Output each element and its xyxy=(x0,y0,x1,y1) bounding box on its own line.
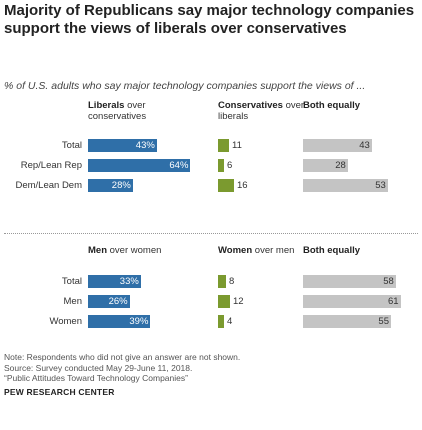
data-label: 12 xyxy=(233,296,244,307)
data-label: 28% xyxy=(111,180,131,191)
bar xyxy=(218,315,224,328)
bar xyxy=(88,295,130,308)
notes: Note: Respondents who did not give an an… xyxy=(4,352,240,384)
bar xyxy=(303,159,348,172)
column-header: Men over women xyxy=(88,245,162,256)
data-label: 8 xyxy=(229,276,235,287)
bar xyxy=(303,275,396,288)
panel-divider xyxy=(4,233,418,234)
chart-title: Majority of Republicans say major techno… xyxy=(4,2,415,37)
column-header: Women over men xyxy=(218,245,295,256)
source-organization: PEW RESEARCH CENTER xyxy=(4,387,115,397)
data-label: 43% xyxy=(135,140,155,151)
row-label: Total xyxy=(61,276,82,287)
row-label: Rep/Lean Rep xyxy=(20,160,82,171)
data-label: 43 xyxy=(359,140,370,151)
bar xyxy=(218,159,224,172)
bar xyxy=(88,159,191,172)
row-label: Dem/Lean Dem xyxy=(15,180,82,191)
column-header: Conservatives over liberals xyxy=(218,100,305,122)
data-label: 26% xyxy=(108,296,128,307)
data-label: 39% xyxy=(129,316,149,327)
column-header: Both equally xyxy=(303,245,361,256)
data-label: 6 xyxy=(227,160,233,171)
bar xyxy=(88,139,157,152)
bar xyxy=(303,315,391,328)
data-label: 33% xyxy=(119,276,139,287)
bar xyxy=(303,295,401,308)
data-label: 11 xyxy=(232,140,242,151)
chart-subtitle: % of U.S. adults who say major technolog… xyxy=(4,80,366,92)
column-header: Both equally xyxy=(303,100,361,111)
bar xyxy=(218,179,234,192)
data-label: 61 xyxy=(388,296,399,307)
report-title-line: “Public Attitudes Toward Technology Comp… xyxy=(4,373,188,383)
row-label: Women xyxy=(49,316,82,327)
bar xyxy=(303,179,388,192)
bar xyxy=(88,179,133,192)
bar xyxy=(88,275,141,288)
data-label: 55 xyxy=(378,316,389,327)
bar xyxy=(88,315,151,328)
data-label: 28 xyxy=(335,160,346,171)
data-label: 53 xyxy=(375,180,386,191)
bar xyxy=(218,139,229,152)
source-line: Source: Survey conducted May 29-June 11,… xyxy=(4,362,193,373)
note-line: Note: Respondents who did not give an an… xyxy=(4,352,241,362)
data-label: 64% xyxy=(169,160,189,171)
data-label: 4 xyxy=(227,316,233,327)
bar xyxy=(218,275,226,288)
data-label: 16 xyxy=(237,180,248,191)
row-label: Men xyxy=(63,296,82,307)
row-label: Total xyxy=(61,140,82,151)
column-header: Liberals over conservatives xyxy=(88,100,147,122)
bar xyxy=(303,139,372,152)
bar xyxy=(218,295,230,308)
data-label: 58 xyxy=(383,276,394,287)
